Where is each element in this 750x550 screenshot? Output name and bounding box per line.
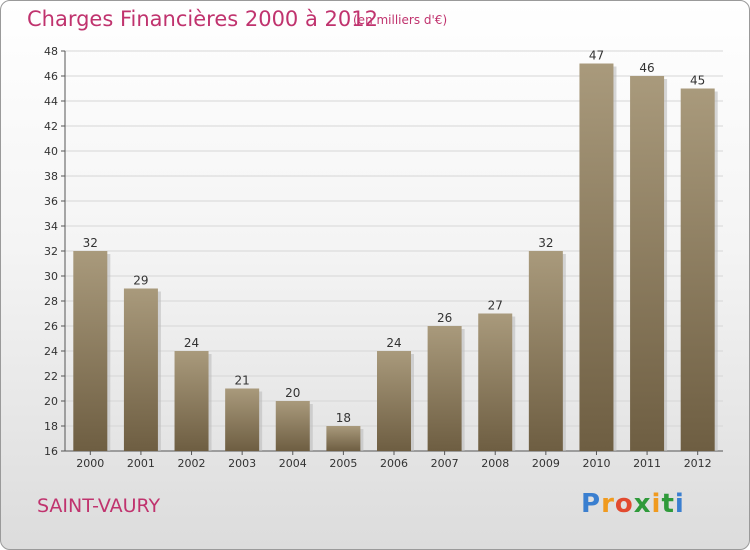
x-tick-label: 2010 [582,457,610,470]
data-label: 18 [336,411,351,425]
bar-2012 [680,88,715,451]
y-tick-label: 32 [44,245,58,258]
x-tick-label: 2003 [228,457,256,470]
x-tick-label: 2008 [481,457,509,470]
bar-2003 [225,388,260,451]
x-tick-label: 2002 [178,457,206,470]
bar-2007 [427,326,462,451]
data-label: 24 [184,336,199,350]
data-label: 45 [690,74,705,88]
y-tick-label: 26 [44,320,58,333]
data-label: 32 [83,236,98,250]
bar-2000 [73,251,108,451]
chart-title: Charges Financières 2000 à 2012 [27,7,378,31]
bar-2009 [528,251,563,451]
bar-2010 [579,63,614,451]
y-tick-label: 16 [44,445,58,458]
data-label: 26 [437,311,452,325]
data-label: 27 [488,299,503,313]
x-tick-label: 2005 [329,457,357,470]
data-label: 46 [639,61,654,75]
bar-2004 [275,401,310,451]
bar-2002 [174,351,209,451]
data-label: 32 [538,236,553,250]
y-tick-label: 28 [44,295,58,308]
labels: 2000 32 2001 29 2002 24 2003 21 2004 20 2005 18 2006… [76,49,711,471]
data-label: 47 [589,49,604,63]
x-tick-label: 2000 [76,457,104,470]
y-tick-label: 34 [44,220,58,233]
chart-subtitle: (en milliers d'€) [353,13,448,27]
bar-2011 [630,76,665,451]
bar-2001 [123,288,158,451]
bar-2008 [478,313,513,451]
commune-name: SAINT-VAURY [37,495,161,517]
x-tick-label: 2006 [380,457,408,470]
data-label: 29 [133,274,148,288]
x-tick-label: 2004 [279,457,307,470]
y-tick-label: 24 [44,345,58,358]
x-tick-label: 2007 [431,457,459,470]
data-label: 20 [285,386,300,400]
proxiti-logo: Proxiti [581,489,685,519]
data-label: 21 [235,374,250,388]
bar-2006 [377,351,411,451]
y-tick-label: 20 [44,395,58,408]
data-label: 24 [386,336,401,350]
y-tick-label: 44 [44,95,58,108]
x-tick-label: 2011 [633,457,661,470]
y-tick-label: 36 [44,195,58,208]
x-tick-label: 2012 [684,457,712,470]
y-tick-label: 40 [44,145,58,158]
y-tick-label: 48 [44,45,58,58]
y-tick-label: 18 [44,420,58,433]
x-tick-label: 2001 [127,457,155,470]
bar-2005 [326,426,361,451]
x-tick-label: 2009 [532,457,560,470]
y-tick-label: 22 [44,370,58,383]
y-tick-label: 46 [44,70,58,83]
y-tick-label: 38 [44,170,58,183]
y-tick-label: 42 [44,120,58,133]
y-tick-label: 30 [44,270,58,283]
bars [73,63,718,451]
